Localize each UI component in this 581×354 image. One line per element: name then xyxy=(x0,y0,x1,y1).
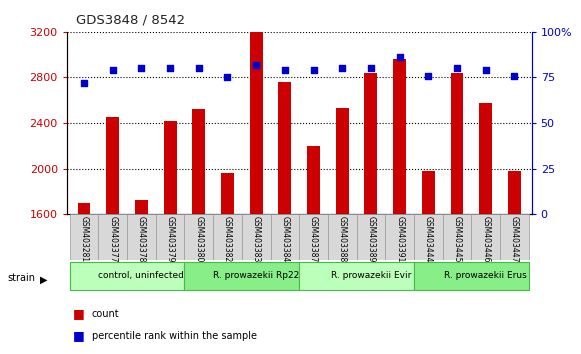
Bar xyxy=(508,171,521,214)
Text: R. prowazekii Rp22: R. prowazekii Rp22 xyxy=(213,271,299,280)
Text: percentile rank within the sample: percentile rank within the sample xyxy=(92,331,257,341)
Bar xyxy=(271,214,299,260)
Bar xyxy=(299,214,328,260)
Point xyxy=(510,73,519,79)
Point xyxy=(194,65,203,71)
Text: GSM403377: GSM403377 xyxy=(108,216,117,263)
Point xyxy=(395,55,404,60)
Point xyxy=(338,65,347,71)
Bar xyxy=(184,262,299,290)
Text: GSM403387: GSM403387 xyxy=(309,216,318,263)
Text: GSM403389: GSM403389 xyxy=(367,216,375,263)
Point xyxy=(366,65,375,71)
Bar xyxy=(98,214,127,260)
Point xyxy=(453,65,462,71)
Bar xyxy=(106,117,119,214)
Point xyxy=(309,67,318,73)
Text: GSM403447: GSM403447 xyxy=(510,216,519,263)
Bar xyxy=(221,173,234,214)
Bar xyxy=(184,214,213,260)
Point xyxy=(137,65,146,71)
Bar xyxy=(443,214,471,260)
Bar xyxy=(78,203,91,214)
Point xyxy=(280,67,289,73)
Text: GSM403445: GSM403445 xyxy=(453,216,461,263)
Bar xyxy=(70,262,184,290)
Text: GSM403382: GSM403382 xyxy=(223,216,232,263)
Bar xyxy=(450,73,464,214)
Point xyxy=(166,65,175,71)
Text: R. prowazekii Evir: R. prowazekii Evir xyxy=(331,271,411,280)
Point xyxy=(424,73,433,79)
Bar xyxy=(357,214,385,260)
Bar xyxy=(385,214,414,260)
Text: GSM403444: GSM403444 xyxy=(424,216,433,263)
Bar xyxy=(278,82,291,214)
Text: GSM403384: GSM403384 xyxy=(281,216,289,263)
Text: ▶: ▶ xyxy=(40,274,47,285)
Bar xyxy=(471,214,500,260)
Bar xyxy=(135,200,148,214)
Bar xyxy=(213,214,242,260)
Bar xyxy=(422,171,435,214)
Bar xyxy=(500,214,529,260)
Bar xyxy=(70,214,98,260)
Point xyxy=(108,67,117,73)
Point xyxy=(80,80,89,86)
Bar xyxy=(393,59,406,214)
Bar xyxy=(164,121,177,214)
Text: count: count xyxy=(92,309,120,319)
Text: GSM403388: GSM403388 xyxy=(338,216,347,263)
Bar xyxy=(336,108,349,214)
Text: control, uninfected: control, uninfected xyxy=(98,271,184,280)
Text: GSM403391: GSM403391 xyxy=(395,216,404,263)
Text: GSM403378: GSM403378 xyxy=(137,216,146,263)
Text: GSM403446: GSM403446 xyxy=(481,216,490,263)
Bar xyxy=(328,214,357,260)
Text: GSM403379: GSM403379 xyxy=(166,216,175,263)
Text: ■: ■ xyxy=(73,329,84,342)
Text: GDS3848 / 8542: GDS3848 / 8542 xyxy=(76,13,185,26)
Bar xyxy=(242,214,271,260)
Point xyxy=(481,67,490,73)
Bar xyxy=(299,262,414,290)
Text: R. prowazekii Erus: R. prowazekii Erus xyxy=(444,271,527,280)
Bar xyxy=(414,214,443,260)
Text: ■: ■ xyxy=(73,307,84,320)
Bar xyxy=(127,214,156,260)
Text: GSM403383: GSM403383 xyxy=(252,216,261,263)
Text: strain: strain xyxy=(7,273,35,284)
Bar xyxy=(250,32,263,214)
Bar xyxy=(479,103,492,214)
Point xyxy=(252,62,261,68)
Point xyxy=(223,75,232,80)
Bar xyxy=(414,262,529,290)
Bar xyxy=(307,146,320,214)
Text: GSM403281: GSM403281 xyxy=(80,216,88,263)
Bar xyxy=(364,73,378,214)
Text: GSM403380: GSM403380 xyxy=(194,216,203,263)
Bar xyxy=(192,109,205,214)
Bar xyxy=(156,214,184,260)
